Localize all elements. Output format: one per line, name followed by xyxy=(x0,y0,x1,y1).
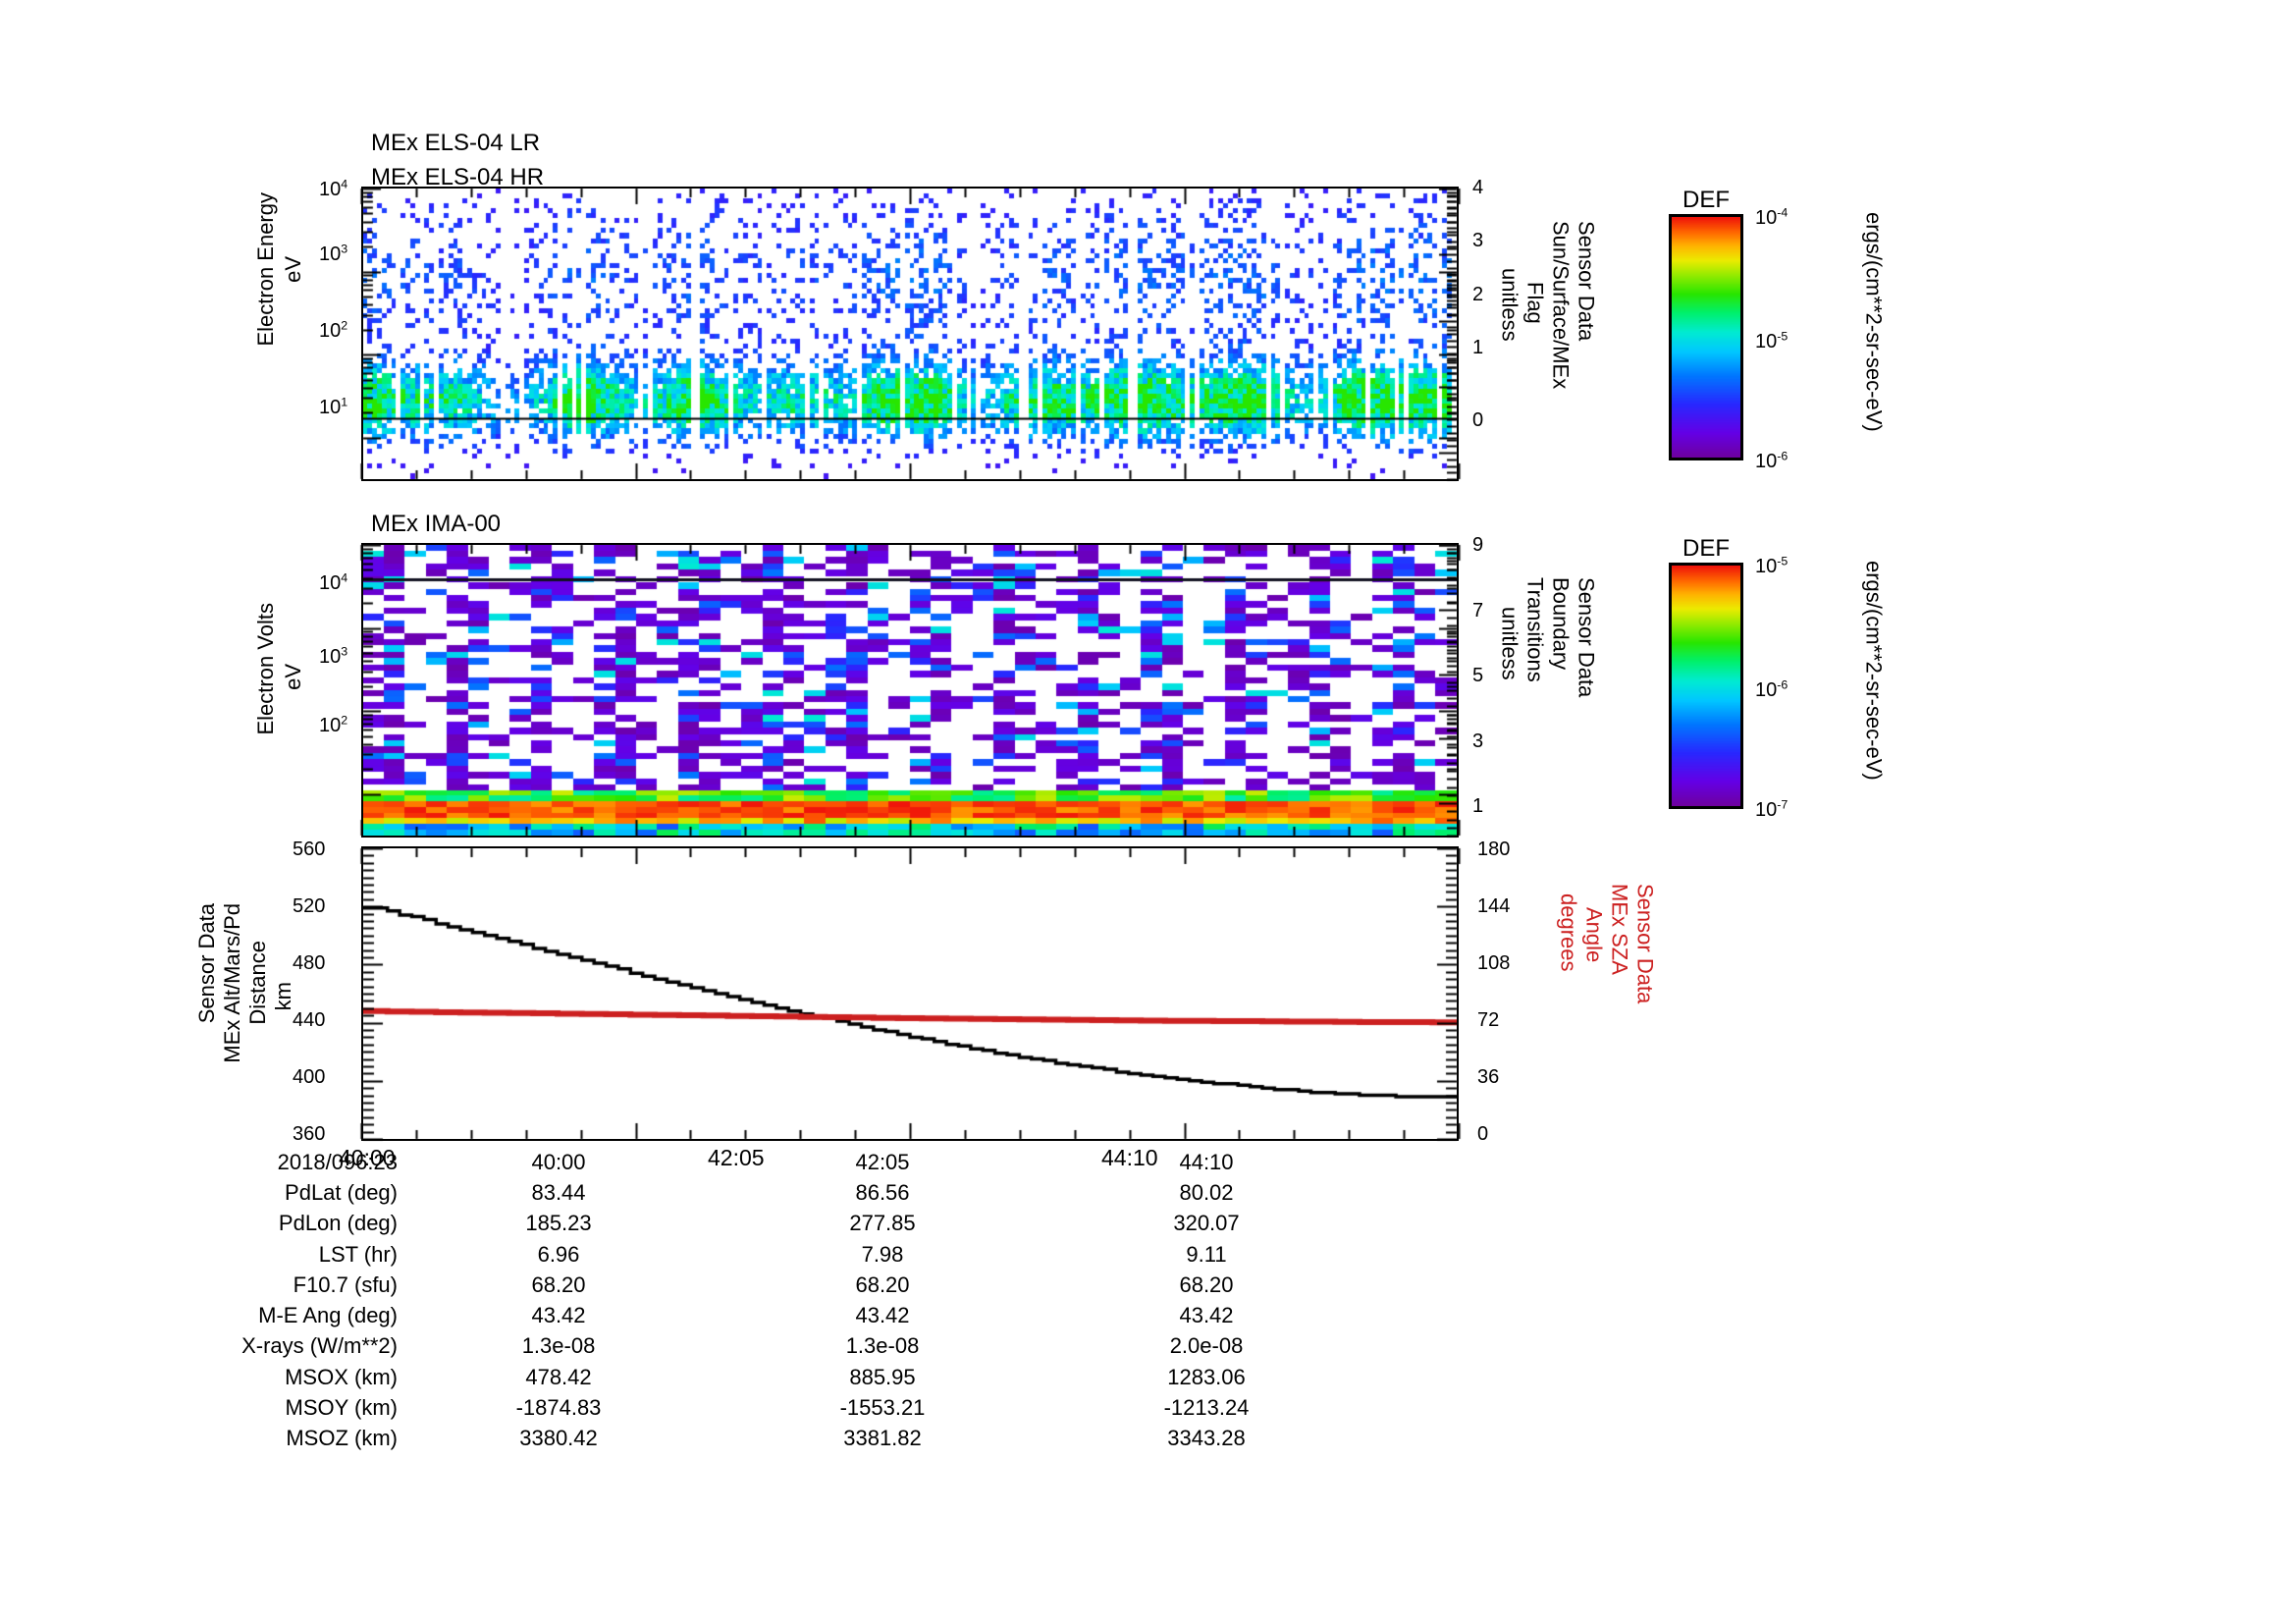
table-cell: 1.3e-08 xyxy=(521,1333,596,1359)
table-row: F10.7 (sfu) 68.20 68.20 68.20 xyxy=(0,1270,1354,1300)
table-cell: 1283.06 xyxy=(1167,1364,1246,1389)
colorbar-els-gradient xyxy=(1669,214,1743,460)
colorbar-ima-units: ergs/(cm**2-sr-sec-eV) xyxy=(1861,561,1887,781)
colorbar-els-units: ergs/(cm**2-sr-sec-eV) xyxy=(1861,212,1887,432)
table-cell: -1213.24 xyxy=(1163,1394,1250,1420)
table-cell: 3380.42 xyxy=(519,1426,598,1451)
table-cell: 1.3e-08 xyxy=(845,1333,920,1359)
xtick-label-1: 42:05 xyxy=(708,1145,765,1170)
table-row-label: X-rays (W/m**2) xyxy=(241,1333,398,1359)
table-row-label: LST (hr) xyxy=(318,1241,398,1267)
sza-rtick-108: 108 xyxy=(1477,952,1511,974)
table-row-label: MSOY (km) xyxy=(285,1394,398,1420)
table-cell: 86.56 xyxy=(855,1180,910,1206)
alt-left-axis-title: Sensor Data MEx Alt/Mars/Pd Distance km xyxy=(194,903,302,1129)
sza-rtick-36: 36 xyxy=(1477,1066,1500,1088)
table-cell: 68.20 xyxy=(1179,1271,1234,1297)
table-cell: 68.20 xyxy=(531,1271,586,1297)
table-row: M-E Ang (deg) 43.42 43.42 43.42 xyxy=(0,1300,1354,1330)
table-cell: 43.42 xyxy=(855,1303,910,1328)
table-row-label: MSOZ (km) xyxy=(286,1426,398,1451)
table-cell: 80.02 xyxy=(1179,1180,1234,1206)
colorbar-els-mid-label: 10-5 xyxy=(1755,329,1789,352)
table-row-label: 2018/096:23 xyxy=(277,1150,398,1174)
alt-left-axis-title-line4: km xyxy=(271,982,295,1011)
table-cell: -1553.21 xyxy=(839,1394,926,1420)
table-cell: 2.0e-08 xyxy=(1169,1333,1244,1359)
table-cell: 7.98 xyxy=(861,1241,904,1267)
sza-right-axis-title: Sensor Data MEx SZA Angle degrees xyxy=(1556,884,1664,1109)
table-row: MSOY (km) -1874.83 -1553.21 -1213.24 xyxy=(0,1392,1354,1423)
table-row: PdLat (deg) 83.44 86.56 80.02 xyxy=(0,1177,1354,1208)
sza-rtick-144: 144 xyxy=(1477,895,1511,917)
table-row: MSOZ (km) 3380.42 3381.82 3343.28 xyxy=(0,1423,1354,1453)
colorbar-ima-max-label: 10-5 xyxy=(1755,554,1789,577)
table-cell: 3343.28 xyxy=(1167,1426,1246,1451)
alt-left-axis-title-line3: Distance xyxy=(245,941,270,1025)
table-row: MSOX (km) 478.42 885.95 1283.06 xyxy=(0,1362,1354,1392)
table-row: X-rays (W/m**2) 1.3e-08 1.3e-08 2.0e-08 xyxy=(0,1330,1354,1361)
table-cell: 320.07 xyxy=(1173,1211,1240,1236)
table-row-label: MSOX (km) xyxy=(285,1364,398,1389)
colorbar-els-min-label: 10-6 xyxy=(1755,449,1789,472)
sza-right-axis-title-line4: degrees xyxy=(1556,893,1581,972)
info-table: 2018/096:23 40:00 42:05 44:10 PdLat (deg) 83.… xyxy=(0,1147,1354,1453)
sza-rtick-0: 0 xyxy=(1477,1123,1489,1145)
table-cell: -1874.83 xyxy=(515,1394,602,1420)
colorbar-ima: DEF 10-5 10-6 10-7 ergs/(cm**2-sr-sec-eV… xyxy=(1669,535,1886,820)
sza-right-axis-title-line3: Angle xyxy=(1581,907,1607,963)
table-cell: 44:10 xyxy=(1179,1150,1234,1174)
colorbar-ima-title: DEF xyxy=(1682,535,1730,562)
table-cell: 68.20 xyxy=(855,1271,910,1297)
alt-sza-lineplot xyxy=(363,848,1457,1139)
sza-rtick-180: 180 xyxy=(1477,839,1511,860)
colorbar-ima-mid-label: 10-6 xyxy=(1755,677,1789,701)
table-cell: 6.96 xyxy=(537,1241,580,1267)
colorbar-ima-min-label: 10-7 xyxy=(1755,797,1789,821)
table-cell: 478.42 xyxy=(525,1364,592,1389)
colorbar-ima-gradient xyxy=(1669,563,1743,809)
alt-left-axis-title-line2: MEx Alt/Mars/Pd xyxy=(220,903,244,1063)
colorbar-els-max-label: 10-4 xyxy=(1755,205,1789,229)
table-cell: 83.44 xyxy=(531,1180,586,1206)
sza-rtick-72: 72 xyxy=(1477,1009,1500,1031)
xtick-label-0: 40:00 xyxy=(339,1145,396,1170)
table-cell: 43.42 xyxy=(1179,1303,1234,1328)
alt-ytick-560: 560 xyxy=(293,839,326,860)
table-cell: 43.42 xyxy=(531,1303,586,1328)
table-cell: 3381.82 xyxy=(843,1426,922,1451)
sza-right-axis-title-line2: MEx SZA xyxy=(1607,884,1632,975)
table-cell: 40:00 xyxy=(531,1150,586,1174)
table-row-label: PdLat (deg) xyxy=(285,1180,398,1206)
table-cell: 885.95 xyxy=(849,1364,916,1389)
panel-alt: 560 520 480 440 400 360 Sensor Data MEx … xyxy=(194,839,1664,1145)
table-cell: 42:05 xyxy=(855,1150,910,1174)
colorbar-els-title: DEF xyxy=(1682,187,1730,213)
colorbar-els: DEF 10-4 10-5 10-6 ergs/(cm**2-sr-sec-eV… xyxy=(1669,187,1886,471)
table-row: LST (hr) 6.96 7.98 9.11 xyxy=(0,1239,1354,1270)
table-cell: 277.85 xyxy=(849,1211,916,1236)
sza-right-axis-title-line1: Sensor Data xyxy=(1632,884,1658,1004)
alt-plot-frame xyxy=(361,846,1459,1141)
table-row-label: F10.7 (sfu) xyxy=(293,1271,398,1297)
xtick-label-2: 44:10 xyxy=(1101,1145,1158,1170)
alt-left-axis-title-line1: Sensor Data xyxy=(194,903,219,1024)
table-cell: 185.23 xyxy=(525,1211,592,1236)
table-row-label: PdLon (deg) xyxy=(278,1211,398,1236)
table-row: PdLon (deg) 185.23 277.85 320.07 xyxy=(0,1208,1354,1238)
table-row: 2018/096:23 40:00 42:05 44:10 xyxy=(0,1147,1354,1177)
table-cell: 9.11 xyxy=(1186,1241,1227,1267)
table-row-label: M-E Ang (deg) xyxy=(258,1303,398,1328)
